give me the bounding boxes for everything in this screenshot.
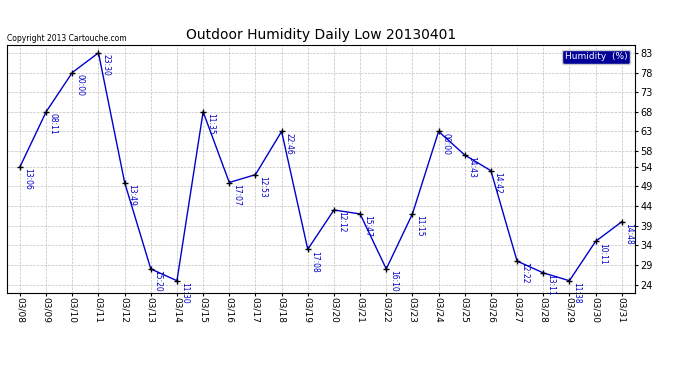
Text: 11:35: 11:35 — [206, 113, 215, 135]
Text: 10:11: 10:11 — [598, 243, 607, 264]
Title: Outdoor Humidity Daily Low 20130401: Outdoor Humidity Daily Low 20130401 — [186, 28, 456, 42]
Text: 12:53: 12:53 — [258, 176, 267, 198]
Text: 13:11: 13:11 — [546, 274, 555, 296]
Text: 17:08: 17:08 — [310, 251, 319, 272]
Text: 15:20: 15:20 — [154, 270, 163, 292]
Text: 11:30: 11:30 — [179, 282, 189, 304]
Text: 22:46: 22:46 — [284, 133, 293, 154]
Text: 23:30: 23:30 — [101, 54, 110, 76]
Text: 14:42: 14:42 — [493, 172, 503, 194]
Text: 17:07: 17:07 — [232, 184, 241, 206]
Text: 00:00: 00:00 — [75, 74, 84, 96]
Text: 14:43: 14:43 — [468, 156, 477, 178]
Text: Copyright 2013 Cartouche.com: Copyright 2013 Cartouche.com — [7, 33, 126, 42]
Text: 13:06: 13:06 — [23, 168, 32, 190]
Text: 13:49: 13:49 — [128, 184, 137, 206]
Text: 15:47: 15:47 — [363, 215, 372, 237]
Text: 11:38: 11:38 — [572, 282, 581, 304]
Text: 08:11: 08:11 — [49, 113, 58, 135]
Text: 16:10: 16:10 — [389, 270, 398, 292]
Legend: Humidity  (%): Humidity (%) — [562, 50, 630, 64]
Text: 14:48: 14:48 — [624, 223, 633, 245]
Text: 12:12: 12:12 — [337, 211, 346, 233]
Text: 00:00: 00:00 — [442, 133, 451, 155]
Text: 12:22: 12:22 — [520, 262, 529, 284]
Text: 11:15: 11:15 — [415, 215, 424, 237]
